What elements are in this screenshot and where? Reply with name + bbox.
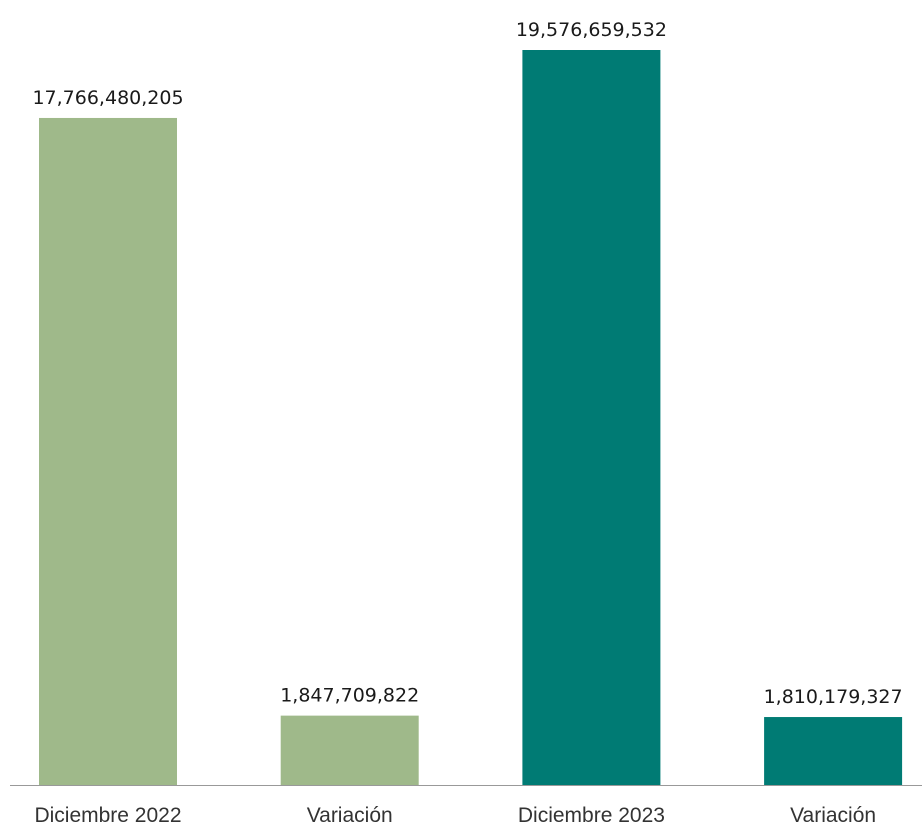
bar bbox=[764, 717, 903, 785]
value-label: 19,576,659,532 bbox=[516, 19, 667, 41]
x-tick-label: Variación bbox=[790, 804, 876, 827]
bar bbox=[280, 715, 419, 785]
value-label: 1,810,179,327 bbox=[764, 686, 903, 708]
x-tick-label: Diciembre 2022 bbox=[34, 804, 181, 827]
x-tick-label: Diciembre 2023 bbox=[518, 804, 665, 827]
bar bbox=[39, 117, 177, 786]
value-label: 17,766,480,205 bbox=[32, 87, 183, 109]
value-label: 1,847,709,822 bbox=[280, 685, 419, 707]
x-tick-label: Variación bbox=[307, 804, 393, 827]
bar bbox=[522, 50, 661, 785]
